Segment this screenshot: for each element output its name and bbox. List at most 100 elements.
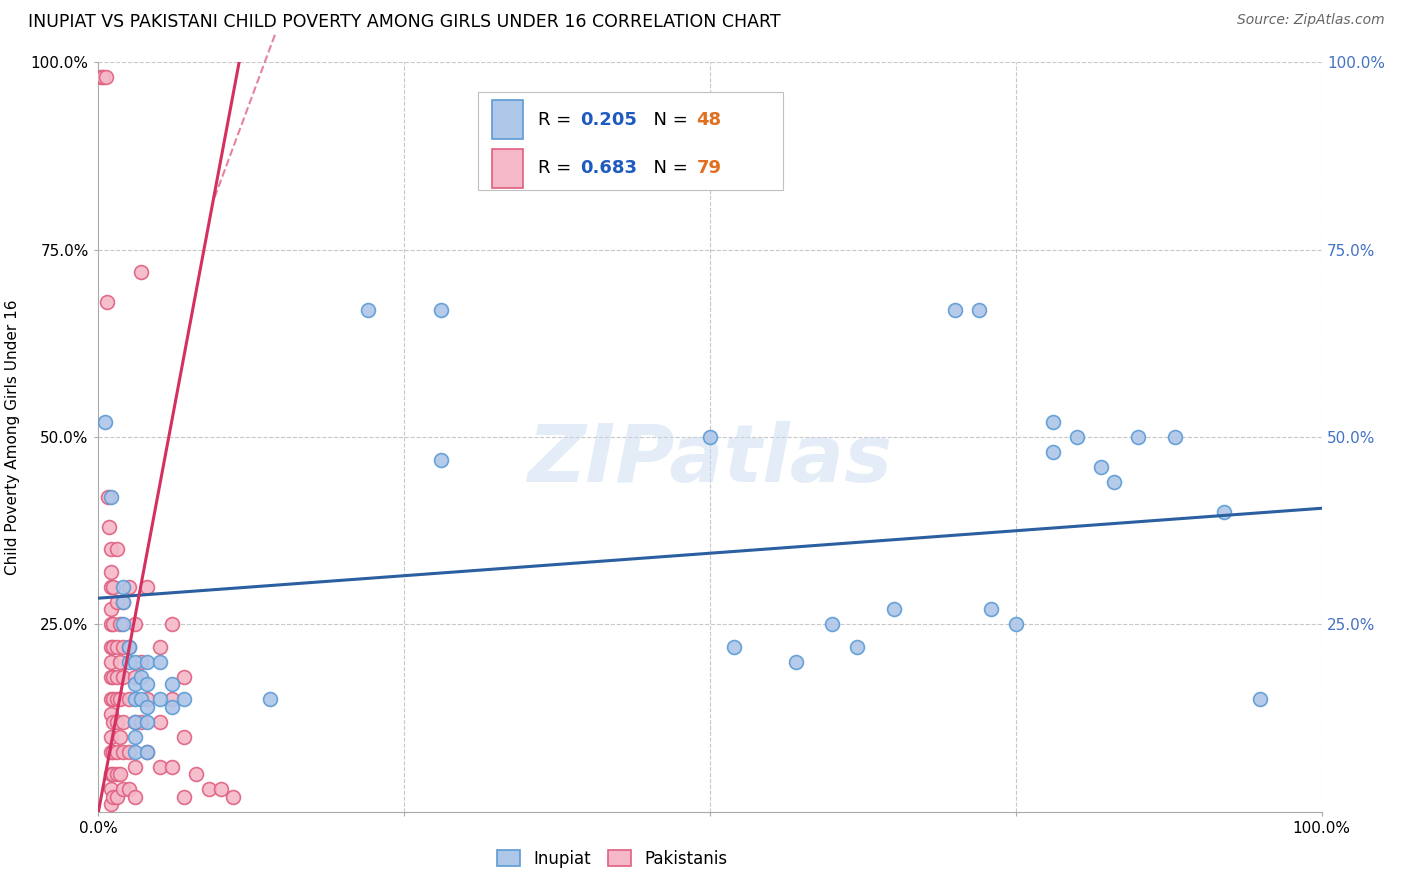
Text: Source: ZipAtlas.com: Source: ZipAtlas.com xyxy=(1237,13,1385,28)
Point xyxy=(967,302,990,317)
Point xyxy=(118,655,141,669)
Point xyxy=(94,70,117,85)
Point xyxy=(259,692,281,706)
Point xyxy=(124,730,146,744)
Point xyxy=(100,542,122,557)
Text: 0.683: 0.683 xyxy=(581,160,637,178)
Point xyxy=(101,640,124,654)
Point xyxy=(1212,505,1234,519)
Point xyxy=(173,730,195,744)
Point xyxy=(430,302,453,317)
Point xyxy=(101,789,124,804)
Point xyxy=(186,767,208,781)
Point xyxy=(100,767,122,781)
Point xyxy=(723,640,745,654)
Point xyxy=(100,797,122,812)
Point xyxy=(129,714,152,729)
Point xyxy=(93,415,115,429)
Point xyxy=(100,782,122,797)
Point xyxy=(160,617,183,632)
Point xyxy=(111,670,134,684)
Text: 79: 79 xyxy=(696,160,721,178)
Point xyxy=(101,714,124,729)
Point xyxy=(124,789,146,804)
Point xyxy=(100,617,122,632)
Point xyxy=(101,670,124,684)
Point xyxy=(100,655,122,669)
Point xyxy=(1128,430,1150,444)
Point xyxy=(111,640,134,654)
Point xyxy=(110,730,132,744)
FancyBboxPatch shape xyxy=(478,93,783,190)
Text: R =: R = xyxy=(537,160,576,178)
Point xyxy=(699,430,721,444)
Point xyxy=(173,789,195,804)
Point xyxy=(149,760,172,774)
Point xyxy=(1164,430,1187,444)
Point xyxy=(136,699,159,714)
Point xyxy=(111,782,134,797)
Point xyxy=(160,699,183,714)
Point xyxy=(785,655,807,669)
Point xyxy=(160,692,183,706)
Point xyxy=(105,789,128,804)
Point xyxy=(149,714,172,729)
Point xyxy=(845,640,868,654)
Point xyxy=(105,542,128,557)
Point xyxy=(943,302,966,317)
Point xyxy=(136,745,159,759)
Point xyxy=(105,714,128,729)
Point xyxy=(100,670,122,684)
Point xyxy=(105,670,128,684)
Point xyxy=(111,714,134,729)
Point xyxy=(97,490,120,504)
Point xyxy=(111,745,134,759)
Point xyxy=(90,70,112,85)
Point xyxy=(111,595,134,609)
Point xyxy=(160,760,183,774)
Point xyxy=(101,692,124,706)
FancyBboxPatch shape xyxy=(492,149,523,188)
Point xyxy=(111,617,134,632)
Point xyxy=(1042,445,1064,459)
Point xyxy=(124,692,146,706)
Point xyxy=(118,745,141,759)
Point xyxy=(129,265,152,279)
Point xyxy=(105,640,128,654)
Point xyxy=(1042,415,1064,429)
Text: 0.205: 0.205 xyxy=(581,111,637,128)
Point xyxy=(129,670,152,684)
Point xyxy=(160,677,183,691)
Point xyxy=(173,692,195,706)
Point xyxy=(197,782,219,797)
Point xyxy=(136,655,159,669)
Point xyxy=(105,692,128,706)
Point xyxy=(105,745,128,759)
Text: INUPIAT VS PAKISTANI CHILD POVERTY AMONG GIRLS UNDER 16 CORRELATION CHART: INUPIAT VS PAKISTANI CHILD POVERTY AMONG… xyxy=(28,13,780,31)
Point xyxy=(111,580,134,594)
Point xyxy=(100,640,122,654)
Point xyxy=(101,767,124,781)
Point xyxy=(100,692,122,706)
Point xyxy=(209,782,232,797)
Point xyxy=(149,692,172,706)
Point xyxy=(430,452,453,467)
Point xyxy=(124,760,146,774)
Point xyxy=(136,692,159,706)
Point xyxy=(1090,460,1112,475)
Point xyxy=(101,617,124,632)
Point xyxy=(101,745,124,759)
Point xyxy=(124,670,146,684)
Point xyxy=(118,782,141,797)
Point xyxy=(100,490,122,504)
Text: N =: N = xyxy=(641,160,693,178)
Legend: Inupiat, Pakistanis: Inupiat, Pakistanis xyxy=(491,843,734,874)
Point xyxy=(96,295,118,310)
Point xyxy=(980,602,1002,616)
Point xyxy=(136,745,159,759)
Point xyxy=(110,692,132,706)
Point xyxy=(101,580,124,594)
Point xyxy=(100,707,122,722)
Point xyxy=(105,767,128,781)
Point xyxy=(91,70,114,85)
